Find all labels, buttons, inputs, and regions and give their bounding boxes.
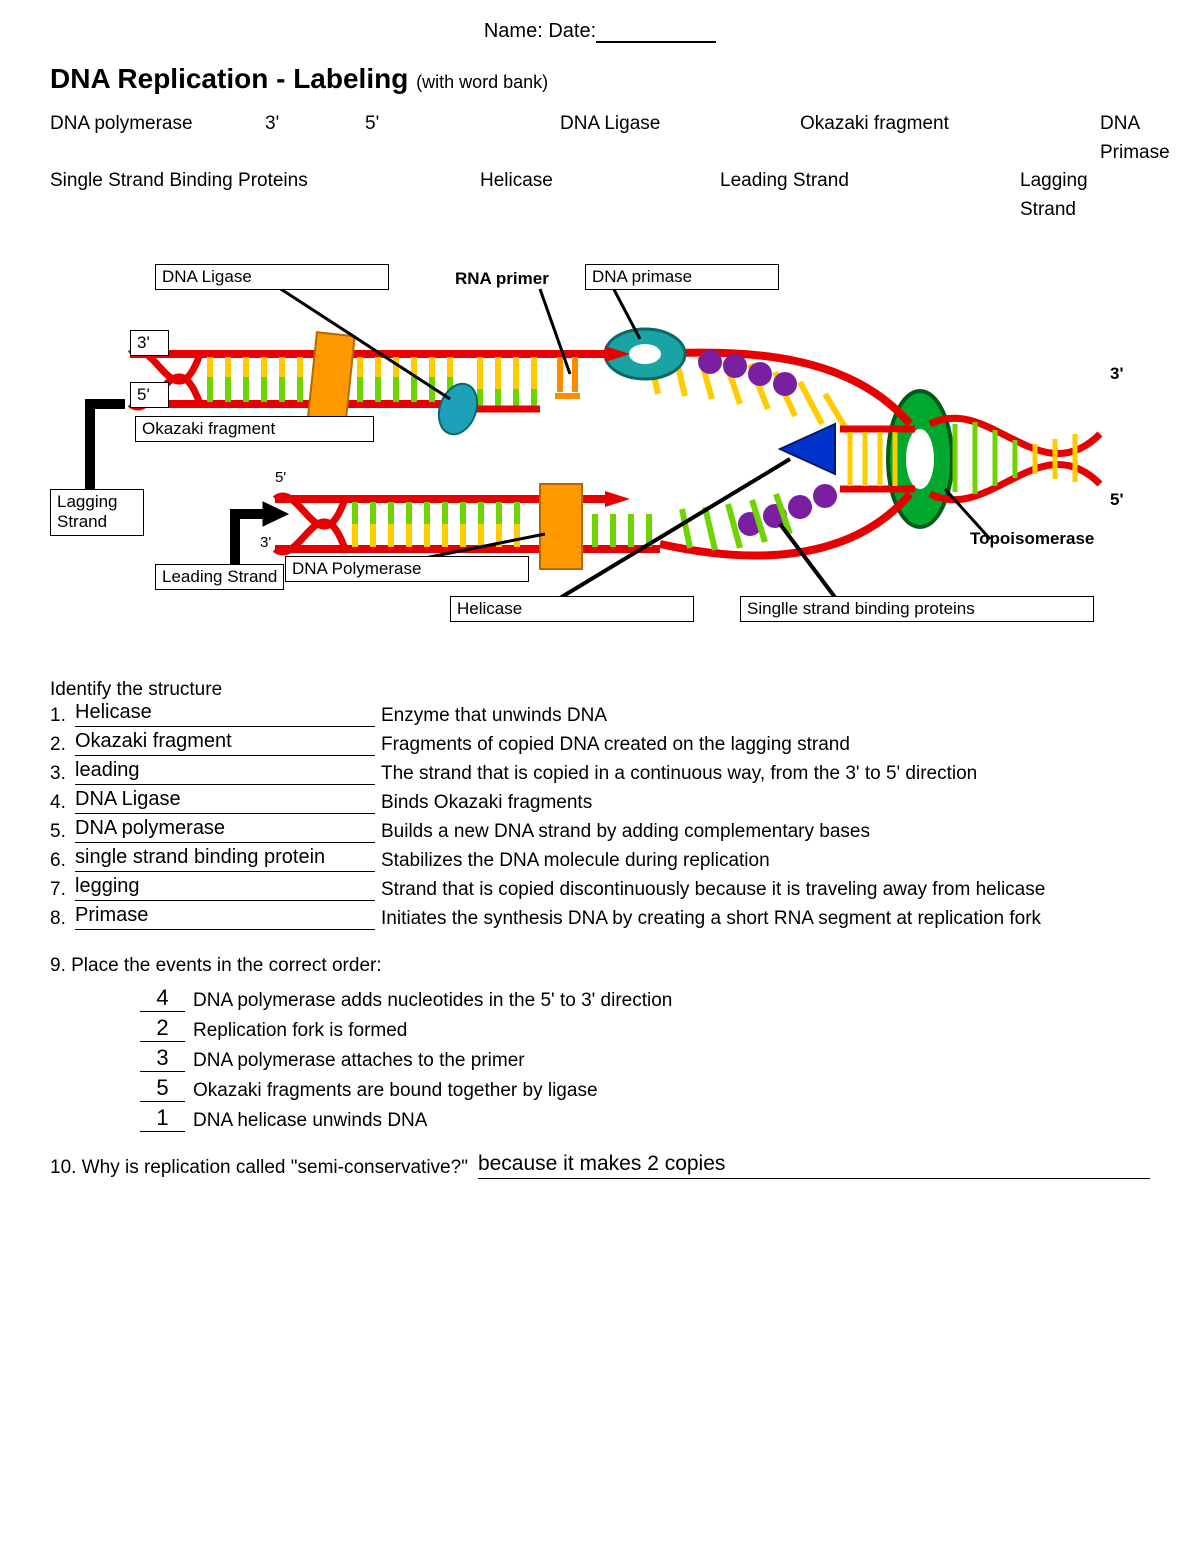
label-inner-5: 5' bbox=[275, 469, 286, 486]
wb-item: 3' bbox=[265, 110, 325, 167]
identify-row: 8. Primase Initiates the synthesis DNA b… bbox=[50, 904, 1150, 930]
name-date-line: Name: Date: bbox=[50, 20, 1150, 43]
order-row: 1 DNA helicase unwinds DNA bbox=[140, 1105, 1150, 1132]
label-dna-polymerase[interactable]: DNA Polymerase bbox=[285, 556, 529, 582]
order-section: 9. Place the events in the correct order… bbox=[50, 955, 1150, 1132]
label-dna-ligase[interactable]: DNA Ligase bbox=[155, 264, 389, 290]
label-helicase[interactable]: Helicase bbox=[450, 596, 694, 622]
q10-prompt: 10. Why is replication called "semi-cons… bbox=[50, 1157, 468, 1179]
identify-row: 5. DNA polymerase Builds a new DNA stran… bbox=[50, 817, 1150, 843]
order-blank[interactable]: 4 bbox=[140, 985, 185, 1012]
wb-item: Lagging Strand bbox=[1020, 167, 1110, 224]
date-blank[interactable] bbox=[596, 41, 716, 43]
order-row: 2 Replication fork is formed bbox=[140, 1015, 1150, 1042]
wordbank-row-2: Single Strand Binding Proteins Helicase … bbox=[50, 167, 1150, 224]
order-row: 5 Okazaki fragments are bound together b… bbox=[140, 1075, 1150, 1102]
wb-item: Helicase bbox=[480, 167, 680, 224]
label-inner-3: 3' bbox=[260, 534, 271, 551]
wb-item: Okazaki fragment bbox=[800, 110, 1060, 167]
q-desc: Enzyme that unwinds DNA bbox=[381, 705, 1150, 727]
q10-answer[interactable]: because it makes 2 copies bbox=[478, 1152, 1150, 1179]
label-ssb[interactable]: Singlle strand binding proteins bbox=[740, 596, 1094, 622]
label-topoisomerase: Topoisomerase bbox=[970, 529, 1094, 549]
title-text: DNA Replication - Labeling bbox=[50, 63, 408, 94]
identify-row: 6. single strand binding protein Stabili… bbox=[50, 846, 1150, 872]
helicase-shape bbox=[780, 424, 835, 474]
order-heading: 9. Place the events in the correct order… bbox=[50, 955, 1150, 977]
q10: 10. Why is replication called "semi-cons… bbox=[50, 1152, 1150, 1179]
order-row: 3 DNA polymerase attaches to the primer bbox=[140, 1045, 1150, 1072]
label-leading-strand[interactable]: Leading Strand bbox=[155, 564, 284, 590]
name-label: Name: bbox=[484, 20, 543, 42]
label-dna-primase[interactable]: DNA primase bbox=[585, 264, 779, 290]
subtitle-text: (with word bank) bbox=[416, 72, 548, 92]
label-right-5: 5' bbox=[1110, 490, 1124, 510]
q-num: 1. bbox=[50, 705, 75, 727]
dna-diagram: DNA Ligase DNA primase RNA primer 3' 5' … bbox=[50, 234, 1150, 654]
identify-row: 3. leading The strand that is copied in … bbox=[50, 759, 1150, 785]
diagram-svg bbox=[50, 234, 1150, 654]
label-okazaki[interactable]: Okazaki fragment bbox=[135, 416, 374, 442]
wb-item: DNA Primase bbox=[1100, 110, 1170, 167]
word-bank: DNA polymerase 3' 5' DNA Ligase Okazaki … bbox=[50, 110, 1150, 224]
wb-item: Leading Strand bbox=[720, 167, 980, 224]
date-label: Date: bbox=[548, 20, 596, 42]
identify-heading: Identify the structure bbox=[50, 679, 1150, 701]
wb-item: Single Strand Binding Proteins bbox=[50, 167, 440, 224]
parent-helix bbox=[888, 391, 1100, 527]
wb-item: DNA Ligase bbox=[560, 110, 760, 167]
identify-row: 1. Helicase Enzyme that unwinds DNA bbox=[50, 701, 1150, 727]
order-desc: DNA polymerase adds nucleotides in the 5… bbox=[193, 990, 672, 1012]
identify-row: 2. Okazaki fragment Fragments of copied … bbox=[50, 730, 1150, 756]
identify-row: 4. DNA Ligase Binds Okazaki fragments bbox=[50, 788, 1150, 814]
label-right-3: 3' bbox=[1110, 364, 1124, 384]
page-title: DNA Replication - Labeling (with word ba… bbox=[50, 63, 1150, 95]
order-row: 4 DNA polymerase adds nucleotides in the… bbox=[140, 985, 1150, 1012]
identify-row: 7. legging Strand that is copied discont… bbox=[50, 875, 1150, 901]
worksheet-page: Name: Date: DNA Replication - Labeling (… bbox=[0, 0, 1200, 1553]
q-answer[interactable]: Helicase bbox=[75, 701, 375, 727]
wb-item: DNA polymerase bbox=[50, 110, 225, 167]
identify-section: Identify the structure 1. Helicase Enzym… bbox=[50, 679, 1150, 930]
label-rna-primer: RNA primer bbox=[455, 269, 549, 289]
label-lagging-strand[interactable]: Lagging Strand bbox=[50, 489, 144, 536]
label-3prime[interactable]: 3' bbox=[130, 330, 169, 356]
label-5prime[interactable]: 5' bbox=[130, 382, 169, 408]
wordbank-row-1: DNA polymerase 3' 5' DNA Ligase Okazaki … bbox=[50, 110, 1150, 167]
wb-item: 5' bbox=[365, 110, 520, 167]
